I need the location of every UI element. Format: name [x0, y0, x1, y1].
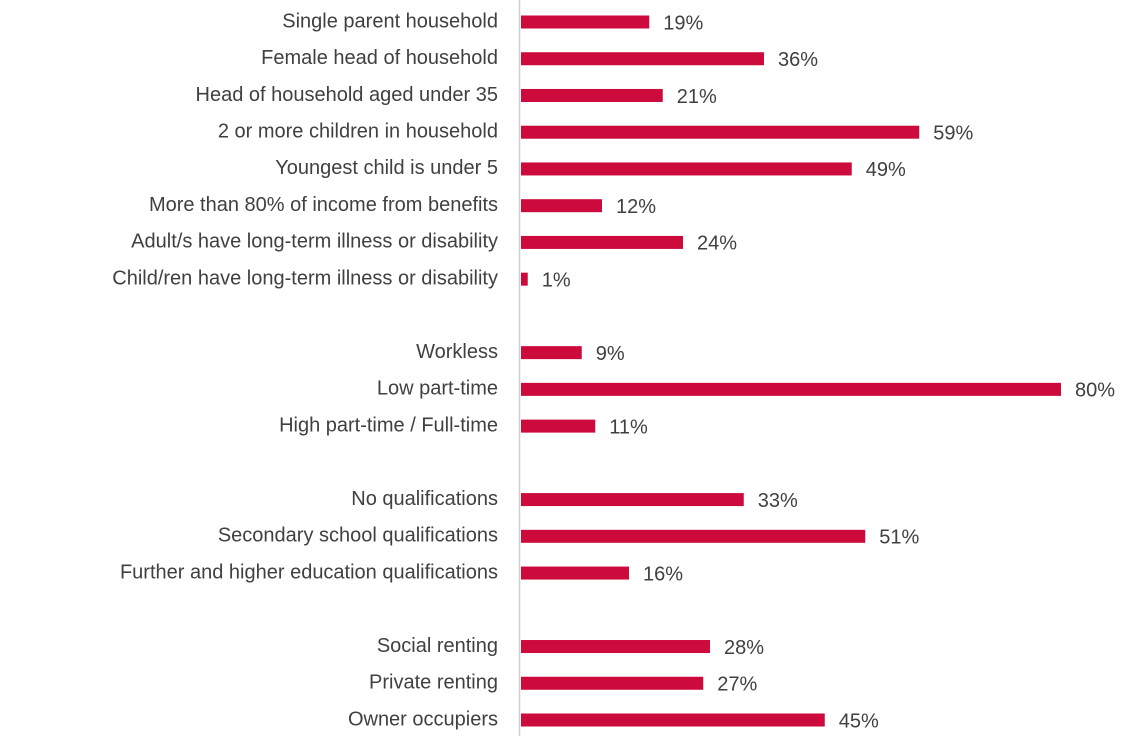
category-label: High part-time / Full-time: [279, 414, 498, 436]
category-label: Child/ren have long-term illness or disa…: [112, 267, 498, 289]
bar: [521, 566, 629, 580]
bar: [521, 52, 764, 66]
category-label: 2 or more children in household: [218, 120, 498, 142]
value-label: 59%: [933, 122, 973, 144]
value-label: 49%: [866, 159, 906, 181]
bar: [521, 235, 683, 249]
bar: [521, 272, 528, 286]
category-label: Low part-time: [377, 378, 498, 400]
bar: [521, 419, 596, 433]
value-label: 24%: [697, 233, 737, 255]
value-label: 21%: [677, 86, 717, 108]
value-label: 51%: [879, 527, 919, 549]
category-label: Private renting: [369, 672, 498, 694]
value-label: 9%: [596, 343, 625, 365]
category-label: Owner occupiers: [348, 708, 498, 730]
bar: [521, 493, 744, 507]
value-label: 19%: [663, 12, 703, 34]
value-label: 33%: [758, 490, 798, 512]
bar: [521, 88, 663, 102]
bar: [521, 162, 852, 176]
category-label: Secondary school qualifications: [218, 525, 498, 547]
category-label: Youngest child is under 5: [275, 157, 498, 179]
category-label: Female head of household: [261, 47, 498, 69]
category-label: Workless: [416, 341, 498, 363]
value-label: 27%: [717, 674, 757, 696]
bar: [521, 529, 866, 543]
category-label: No qualifications: [351, 488, 498, 510]
value-label: 36%: [778, 49, 818, 71]
value-label: 1%: [542, 269, 571, 291]
category-label: Single parent household: [282, 10, 498, 32]
bar: [521, 15, 650, 29]
value-label: 80%: [1075, 380, 1115, 402]
bar: [521, 125, 920, 139]
category-label: More than 80% of income from benefits: [149, 194, 498, 216]
value-label: 28%: [724, 637, 764, 659]
category-label: Social renting: [377, 635, 498, 657]
value-label: 16%: [643, 563, 683, 585]
bar: [521, 676, 704, 690]
bar: [521, 346, 582, 360]
value-label: 12%: [616, 196, 656, 218]
bar: [521, 640, 710, 654]
category-label: Adult/s have long-term illness or disabi…: [131, 231, 498, 253]
bar: [521, 199, 602, 213]
category-label: Head of household aged under 35: [196, 84, 498, 106]
value-label: 45%: [839, 710, 879, 732]
bar: [521, 382, 1061, 396]
category-label: Further and higher education qualificati…: [120, 561, 498, 583]
bar: [521, 713, 825, 727]
value-label: 11%: [609, 416, 648, 438]
